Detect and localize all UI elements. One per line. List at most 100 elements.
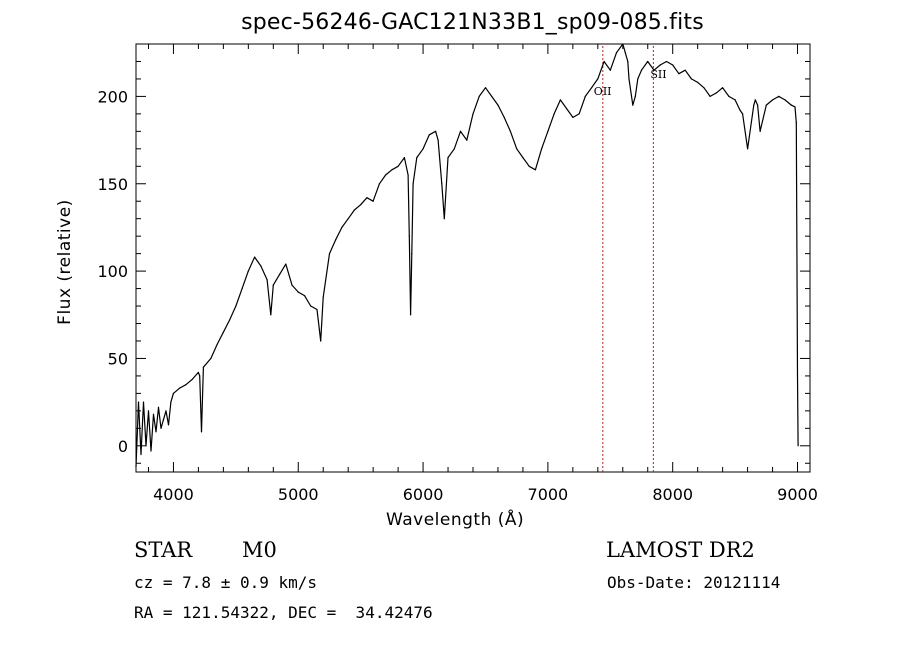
data-point <box>715 92 718 94</box>
data-point <box>152 413 155 415</box>
y-tick-label: 50 <box>108 349 128 368</box>
data-point <box>491 95 493 97</box>
data-point <box>553 113 555 115</box>
data-point <box>335 239 337 241</box>
data-point <box>624 52 626 54</box>
data-point <box>422 148 424 150</box>
data-point <box>678 73 680 75</box>
data-point <box>672 64 674 66</box>
data-point <box>297 291 299 293</box>
data-point <box>272 284 274 286</box>
data-point <box>266 279 268 281</box>
data-point <box>647 60 649 63</box>
data-point <box>591 87 593 89</box>
data-point <box>443 218 445 220</box>
data-point <box>739 109 741 111</box>
data-point <box>391 169 393 171</box>
chart-title: spec-56246-GAC121N33B1_sp09-085.fits <box>241 10 704 35</box>
data-point <box>541 148 543 150</box>
data-point <box>509 130 511 132</box>
data-point <box>428 134 430 136</box>
spectrum-line <box>135 43 799 467</box>
coordinates: RA = 121.54322, DEC = 34.42476 <box>134 603 433 622</box>
data-point <box>690 78 693 80</box>
data-point <box>627 60 629 63</box>
data-point <box>403 157 405 159</box>
data-point <box>278 274 281 276</box>
data-point <box>185 384 187 386</box>
x-tick-label: 8000 <box>652 485 693 504</box>
data-point <box>572 116 574 118</box>
data-point <box>437 139 439 141</box>
data-point <box>322 296 324 298</box>
data-point <box>160 427 162 429</box>
data-point <box>790 104 792 106</box>
data-point <box>547 130 549 132</box>
data-point <box>640 69 643 71</box>
data-point <box>137 401 140 403</box>
data-point <box>378 183 380 185</box>
data-point <box>584 95 586 97</box>
data-point <box>459 130 462 132</box>
data-point <box>659 64 661 66</box>
x-tick-label: 4000 <box>153 485 194 504</box>
data-point <box>179 387 181 389</box>
data-point <box>734 99 736 101</box>
data-point <box>328 253 331 255</box>
data-point <box>753 104 755 106</box>
data-point <box>637 78 639 80</box>
data-point <box>441 183 443 185</box>
data-point <box>385 174 387 176</box>
data-point <box>794 106 796 108</box>
data-point <box>147 410 150 412</box>
data-point <box>303 295 306 297</box>
data-point <box>167 424 170 426</box>
data-point <box>757 104 759 106</box>
data-point <box>341 226 343 228</box>
data-point <box>410 314 412 316</box>
line-marker-label: OII <box>594 85 612 98</box>
data-point <box>140 453 142 456</box>
data-point <box>703 87 705 89</box>
data-point <box>416 157 418 159</box>
data-point <box>162 419 165 421</box>
line-marker-label: SII <box>650 68 666 81</box>
data-point <box>200 431 203 433</box>
data-point <box>435 130 437 132</box>
data-point <box>199 375 201 377</box>
observation-date: Obs-Date: 20121114 <box>607 573 781 592</box>
data-point <box>534 169 537 171</box>
x-axis-label: Wavelength (Å) <box>386 510 525 530</box>
data-point <box>728 95 730 97</box>
data-point <box>316 308 318 311</box>
data-point <box>229 319 231 321</box>
data-point <box>222 331 224 333</box>
y-tick-label: 200 <box>97 87 128 106</box>
data-point <box>484 87 487 89</box>
data-point <box>408 235 410 237</box>
data-point <box>247 270 249 272</box>
data-point <box>372 200 374 202</box>
data-point <box>202 366 204 368</box>
line-markers: OII SII <box>594 46 667 472</box>
data-point <box>622 43 624 45</box>
data-point <box>747 148 749 150</box>
data-point <box>778 95 780 97</box>
data-point <box>197 371 199 373</box>
y-tick-label: 150 <box>97 175 128 194</box>
data-point <box>353 209 355 211</box>
plot-frame <box>135 43 811 473</box>
data-point <box>722 87 724 89</box>
data-point <box>360 204 362 206</box>
data-point <box>516 148 518 150</box>
data-point <box>407 174 409 176</box>
object-class: STAR <box>134 538 193 562</box>
data-point <box>191 378 193 380</box>
x-tick-label: 6000 <box>403 485 444 504</box>
x-tick-label: 7000 <box>528 485 569 504</box>
data-point <box>260 265 262 267</box>
data-point <box>754 99 756 101</box>
data-point <box>285 263 287 265</box>
data-point <box>397 165 399 167</box>
series-group <box>135 43 799 468</box>
